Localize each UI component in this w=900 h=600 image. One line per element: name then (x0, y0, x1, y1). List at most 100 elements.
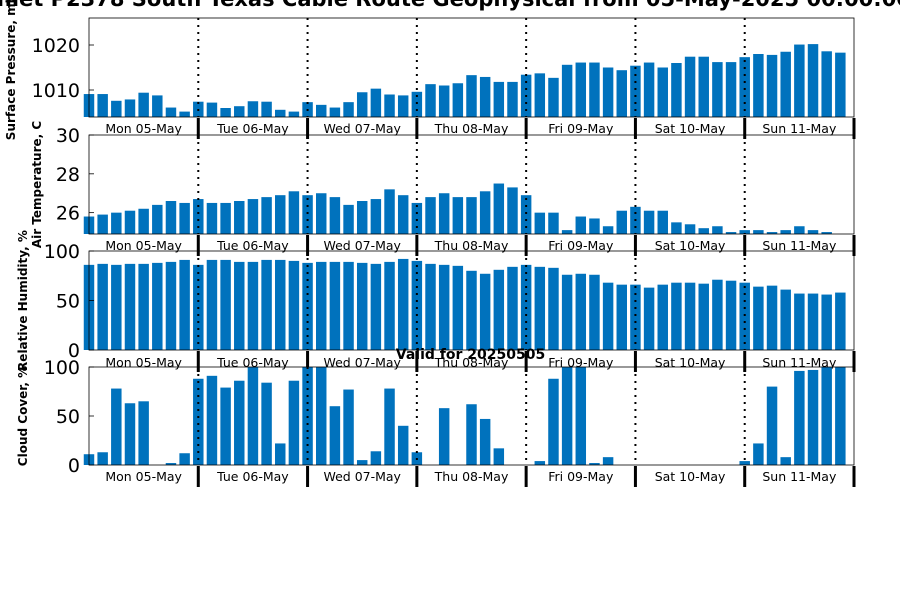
bar-panel2 (643, 210, 655, 234)
bar-panel2 (684, 224, 696, 234)
bar-panel1 (739, 57, 750, 117)
bar-panel2 (343, 204, 354, 234)
bar-panel2 (493, 183, 505, 234)
bar-panel1 (780, 51, 791, 117)
bar-panel2 (206, 202, 218, 234)
bar-panel2 (780, 230, 791, 234)
bar-panel3 (343, 261, 354, 350)
bar-panel3 (316, 261, 327, 350)
panel-subtitle: Valid for 20250505 (396, 347, 545, 363)
bar-panel2 (712, 226, 723, 234)
x-day-label: Tue 06-May (216, 355, 289, 370)
bar-panel1 (589, 62, 600, 117)
bar-panel4 (234, 380, 245, 465)
bar-panel2 (302, 195, 313, 234)
bar-panel1 (397, 95, 409, 117)
bar-panel2 (97, 214, 108, 234)
x-day-label: Mon 05-May (105, 238, 182, 253)
bar-panel1 (356, 92, 368, 117)
bar-panel2 (411, 202, 423, 234)
bar-panel1 (643, 62, 655, 117)
bar-panel2 (479, 191, 491, 234)
bar-panel3 (138, 263, 149, 350)
bar-panel4 (575, 367, 587, 465)
figure-title: Inlet P2378 South Texas Cable Route Geop… (0, 0, 900, 11)
bar-panel4 (247, 367, 259, 465)
bar-panel1 (261, 101, 272, 117)
bar-panel3 (124, 263, 136, 350)
bar-panel3 (206, 259, 218, 350)
bar-panel2 (179, 202, 190, 234)
bar-panel3 (807, 293, 819, 350)
x-day-label: Sun 11-May (762, 469, 837, 484)
bar-panel2 (602, 226, 614, 234)
bar-panel1 (794, 44, 805, 117)
bar-panel2 (275, 195, 286, 234)
bar-panel4 (794, 370, 805, 465)
bar-panel1 (234, 106, 245, 117)
bar-panel2 (466, 197, 477, 234)
x-day-label: Thu 08-May (434, 469, 509, 484)
y-tick-label: 30 (56, 125, 80, 147)
bar-panel4 (261, 382, 272, 465)
bar-panel1 (384, 94, 395, 117)
x-day-label: Thu 08-May (434, 355, 509, 370)
bar-panel2 (124, 210, 136, 234)
bar-panel4 (466, 404, 477, 465)
bar-panel1 (630, 65, 641, 117)
bar-panel3 (671, 282, 682, 350)
y-tick-label: 50 (56, 291, 80, 313)
bar-panel1 (507, 81, 518, 117)
y-axis-label: Surface Pressure, mb (4, 0, 18, 140)
x-day-label: Wed 07-May (323, 469, 401, 484)
bar-panel2 (821, 232, 832, 234)
bar-panel3 (234, 261, 245, 350)
bar-panel4 (316, 367, 327, 465)
y-tick-label: 28 (56, 164, 80, 186)
x-day-label: Wed 07-May (323, 355, 401, 370)
y-tick-label: 0 (68, 455, 80, 477)
bar-panel4 (397, 425, 409, 465)
bar-panel1 (370, 88, 382, 117)
bar-panel4 (343, 389, 354, 465)
bar-panel1 (698, 56, 709, 117)
bar-panel3 (97, 263, 108, 350)
bar-panel1 (712, 62, 723, 117)
bar-panel4 (288, 380, 300, 465)
x-day-label: Fri 09-May (548, 238, 614, 253)
bar-panel2 (329, 197, 341, 234)
bar-panel3 (753, 286, 764, 350)
x-day-label: Thu 08-May (434, 238, 509, 253)
bar-panel3 (698, 283, 709, 350)
bar-panel1 (753, 54, 764, 117)
bar-panel1 (684, 56, 696, 117)
bar-panel4 (165, 463, 177, 465)
bar-panel4 (548, 378, 559, 465)
bar-panel2 (520, 195, 532, 234)
bar-panel2 (671, 222, 682, 234)
bar-panel4 (739, 461, 750, 465)
bar-panel2 (425, 197, 436, 234)
x-day-label: Sat 10-May (655, 238, 726, 253)
bar-panel2 (507, 187, 518, 234)
bar-panel3 (643, 287, 655, 350)
bar-panel3 (780, 289, 791, 350)
panel-frame-1 (88, 17, 855, 118)
x-day-label: Thu 08-May (434, 121, 509, 136)
bar-panel3 (111, 264, 122, 350)
y-axis-label: Relative Humidity, % (16, 230, 30, 371)
bar-panel1 (124, 99, 136, 117)
bar-panel3 (561, 274, 573, 350)
bar-panel3 (452, 265, 464, 350)
bar-panel4 (111, 388, 122, 465)
bar-panel4 (780, 457, 791, 465)
bar-panel1 (561, 64, 573, 117)
bar-panel4 (807, 369, 819, 465)
bar-panel3 (411, 260, 423, 350)
x-day-label: Mon 05-May (105, 355, 182, 370)
bar-panel2 (384, 189, 395, 234)
bar-panel4 (479, 418, 491, 465)
bar-panel2 (575, 216, 587, 234)
bar-panel2 (247, 199, 259, 234)
bar-panel3 (507, 266, 518, 350)
